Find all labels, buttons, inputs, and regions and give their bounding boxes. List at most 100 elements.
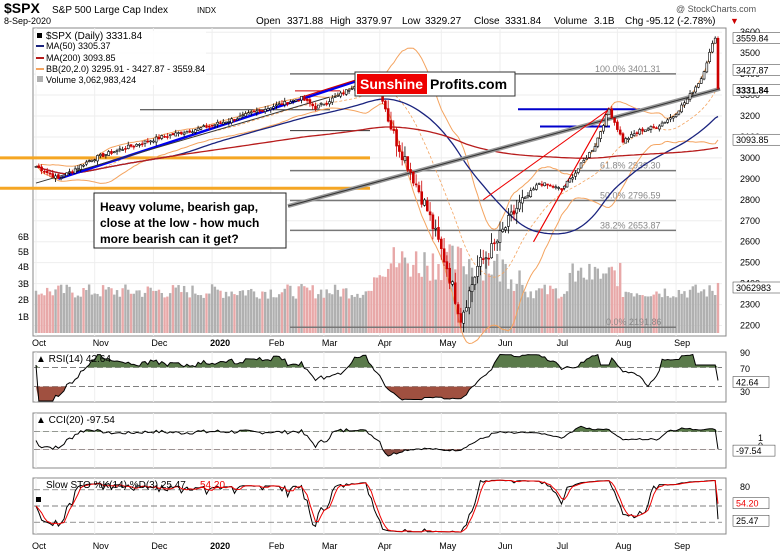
low-value: 3329.27 — [425, 16, 462, 27]
volume-bar — [283, 288, 286, 333]
volume-bar — [367, 290, 370, 333]
tag-sto-k-bg — [732, 514, 770, 527]
volume-bar — [34, 290, 38, 333]
price-candle — [59, 177, 63, 179]
price-candle — [168, 134, 172, 136]
price-candle — [51, 173, 55, 178]
price-candle — [456, 304, 460, 315]
price-candle — [269, 107, 273, 110]
price-candle — [403, 156, 407, 161]
price-candle — [216, 122, 219, 125]
volume-bar — [127, 289, 130, 333]
tag-price-bg — [732, 84, 780, 96]
volume-bar — [532, 298, 535, 333]
price-candle — [671, 116, 675, 119]
volume-bar — [325, 289, 328, 333]
volume-bar — [328, 293, 331, 333]
price-candle — [495, 240, 499, 244]
price-candle — [241, 114, 245, 117]
price-candle — [624, 138, 628, 144]
volume-bar — [621, 296, 625, 333]
price-candle — [188, 130, 192, 133]
volume-bar — [255, 297, 259, 333]
price-candle — [392, 129, 396, 131]
price-candle — [275, 104, 278, 107]
volume-bar — [630, 293, 633, 333]
volume-axis-label: 1B — [18, 312, 29, 322]
volume-bar — [107, 287, 110, 333]
cci-axis-label: 1 — [758, 433, 763, 443]
price-candle — [490, 243, 493, 259]
price-candle — [138, 143, 141, 146]
price-candle — [593, 146, 597, 152]
volume-bar — [333, 284, 337, 333]
price-candle — [272, 106, 275, 109]
price-candle — [87, 160, 91, 162]
x-axis-label-top: May — [439, 338, 457, 348]
volume-bar — [509, 279, 513, 333]
volume-bar — [51, 295, 54, 333]
volume-bar — [537, 288, 541, 333]
volume-bar — [308, 290, 312, 333]
price-candle — [551, 185, 555, 188]
price-candle — [708, 51, 711, 62]
volume-bar — [375, 277, 379, 333]
price-axis-label: 2300 — [740, 300, 760, 310]
volume-bar — [431, 253, 435, 333]
price-candle — [277, 103, 281, 106]
x-axis-label-top: Jun — [498, 338, 513, 348]
price-candle — [470, 284, 474, 292]
volume-bar — [588, 263, 591, 333]
volume-bar — [160, 293, 163, 333]
sto-legend-swatch — [36, 497, 41, 502]
price-candle — [518, 201, 521, 210]
volume-bar — [250, 288, 253, 333]
chg-value: -95.12 (-2.78%) — [646, 16, 715, 27]
volume-bar — [714, 295, 717, 333]
price-candle — [283, 101, 287, 106]
price-candle — [546, 183, 549, 186]
volume-bar — [697, 292, 700, 333]
price-candle — [291, 99, 295, 102]
volume-bar — [423, 252, 426, 333]
price-candle — [202, 125, 206, 128]
stockcharts-watermark: @ StockCharts.com — [676, 4, 756, 14]
tag-ma200-bg — [732, 133, 780, 146]
price-candle — [135, 144, 138, 147]
price-candle — [37, 165, 41, 168]
volume-bar — [303, 286, 306, 333]
price-axis-label: 2600 — [740, 237, 760, 247]
volume-bar — [101, 285, 105, 333]
volume-bar — [616, 286, 619, 333]
volume-bar — [373, 277, 376, 333]
price-candle — [655, 127, 658, 129]
volume-bar — [700, 291, 703, 333]
volume-bar — [691, 286, 695, 333]
rsi-line — [35, 353, 719, 402]
tag-cci: -97.54 — [736, 446, 762, 456]
volume-bar — [440, 280, 443, 333]
volume-label: Volume — [554, 16, 588, 27]
price-candle — [90, 159, 94, 162]
price-candle — [596, 137, 600, 147]
gray-trend-channel-core — [287, 88, 721, 207]
volume-bar — [132, 293, 136, 333]
symbol: $SPX — [4, 0, 40, 16]
price-candle — [305, 98, 309, 101]
volume-bar — [361, 294, 365, 333]
price-candle — [417, 185, 421, 193]
price-candle — [535, 184, 538, 190]
price-candle — [300, 96, 303, 101]
volume-bar — [138, 290, 141, 333]
tag-cci-bg — [732, 444, 776, 457]
price-candle — [344, 89, 348, 95]
volume-axis-label: 6B — [18, 232, 29, 242]
price-candle — [45, 171, 49, 174]
tag-rsi: 42.64 — [736, 378, 759, 388]
volume-bar — [529, 291, 532, 333]
volume-bar — [666, 296, 669, 333]
price-candle — [574, 172, 577, 177]
price-candle — [213, 124, 217, 126]
volume-bar — [322, 297, 326, 333]
price-candle — [621, 133, 625, 143]
